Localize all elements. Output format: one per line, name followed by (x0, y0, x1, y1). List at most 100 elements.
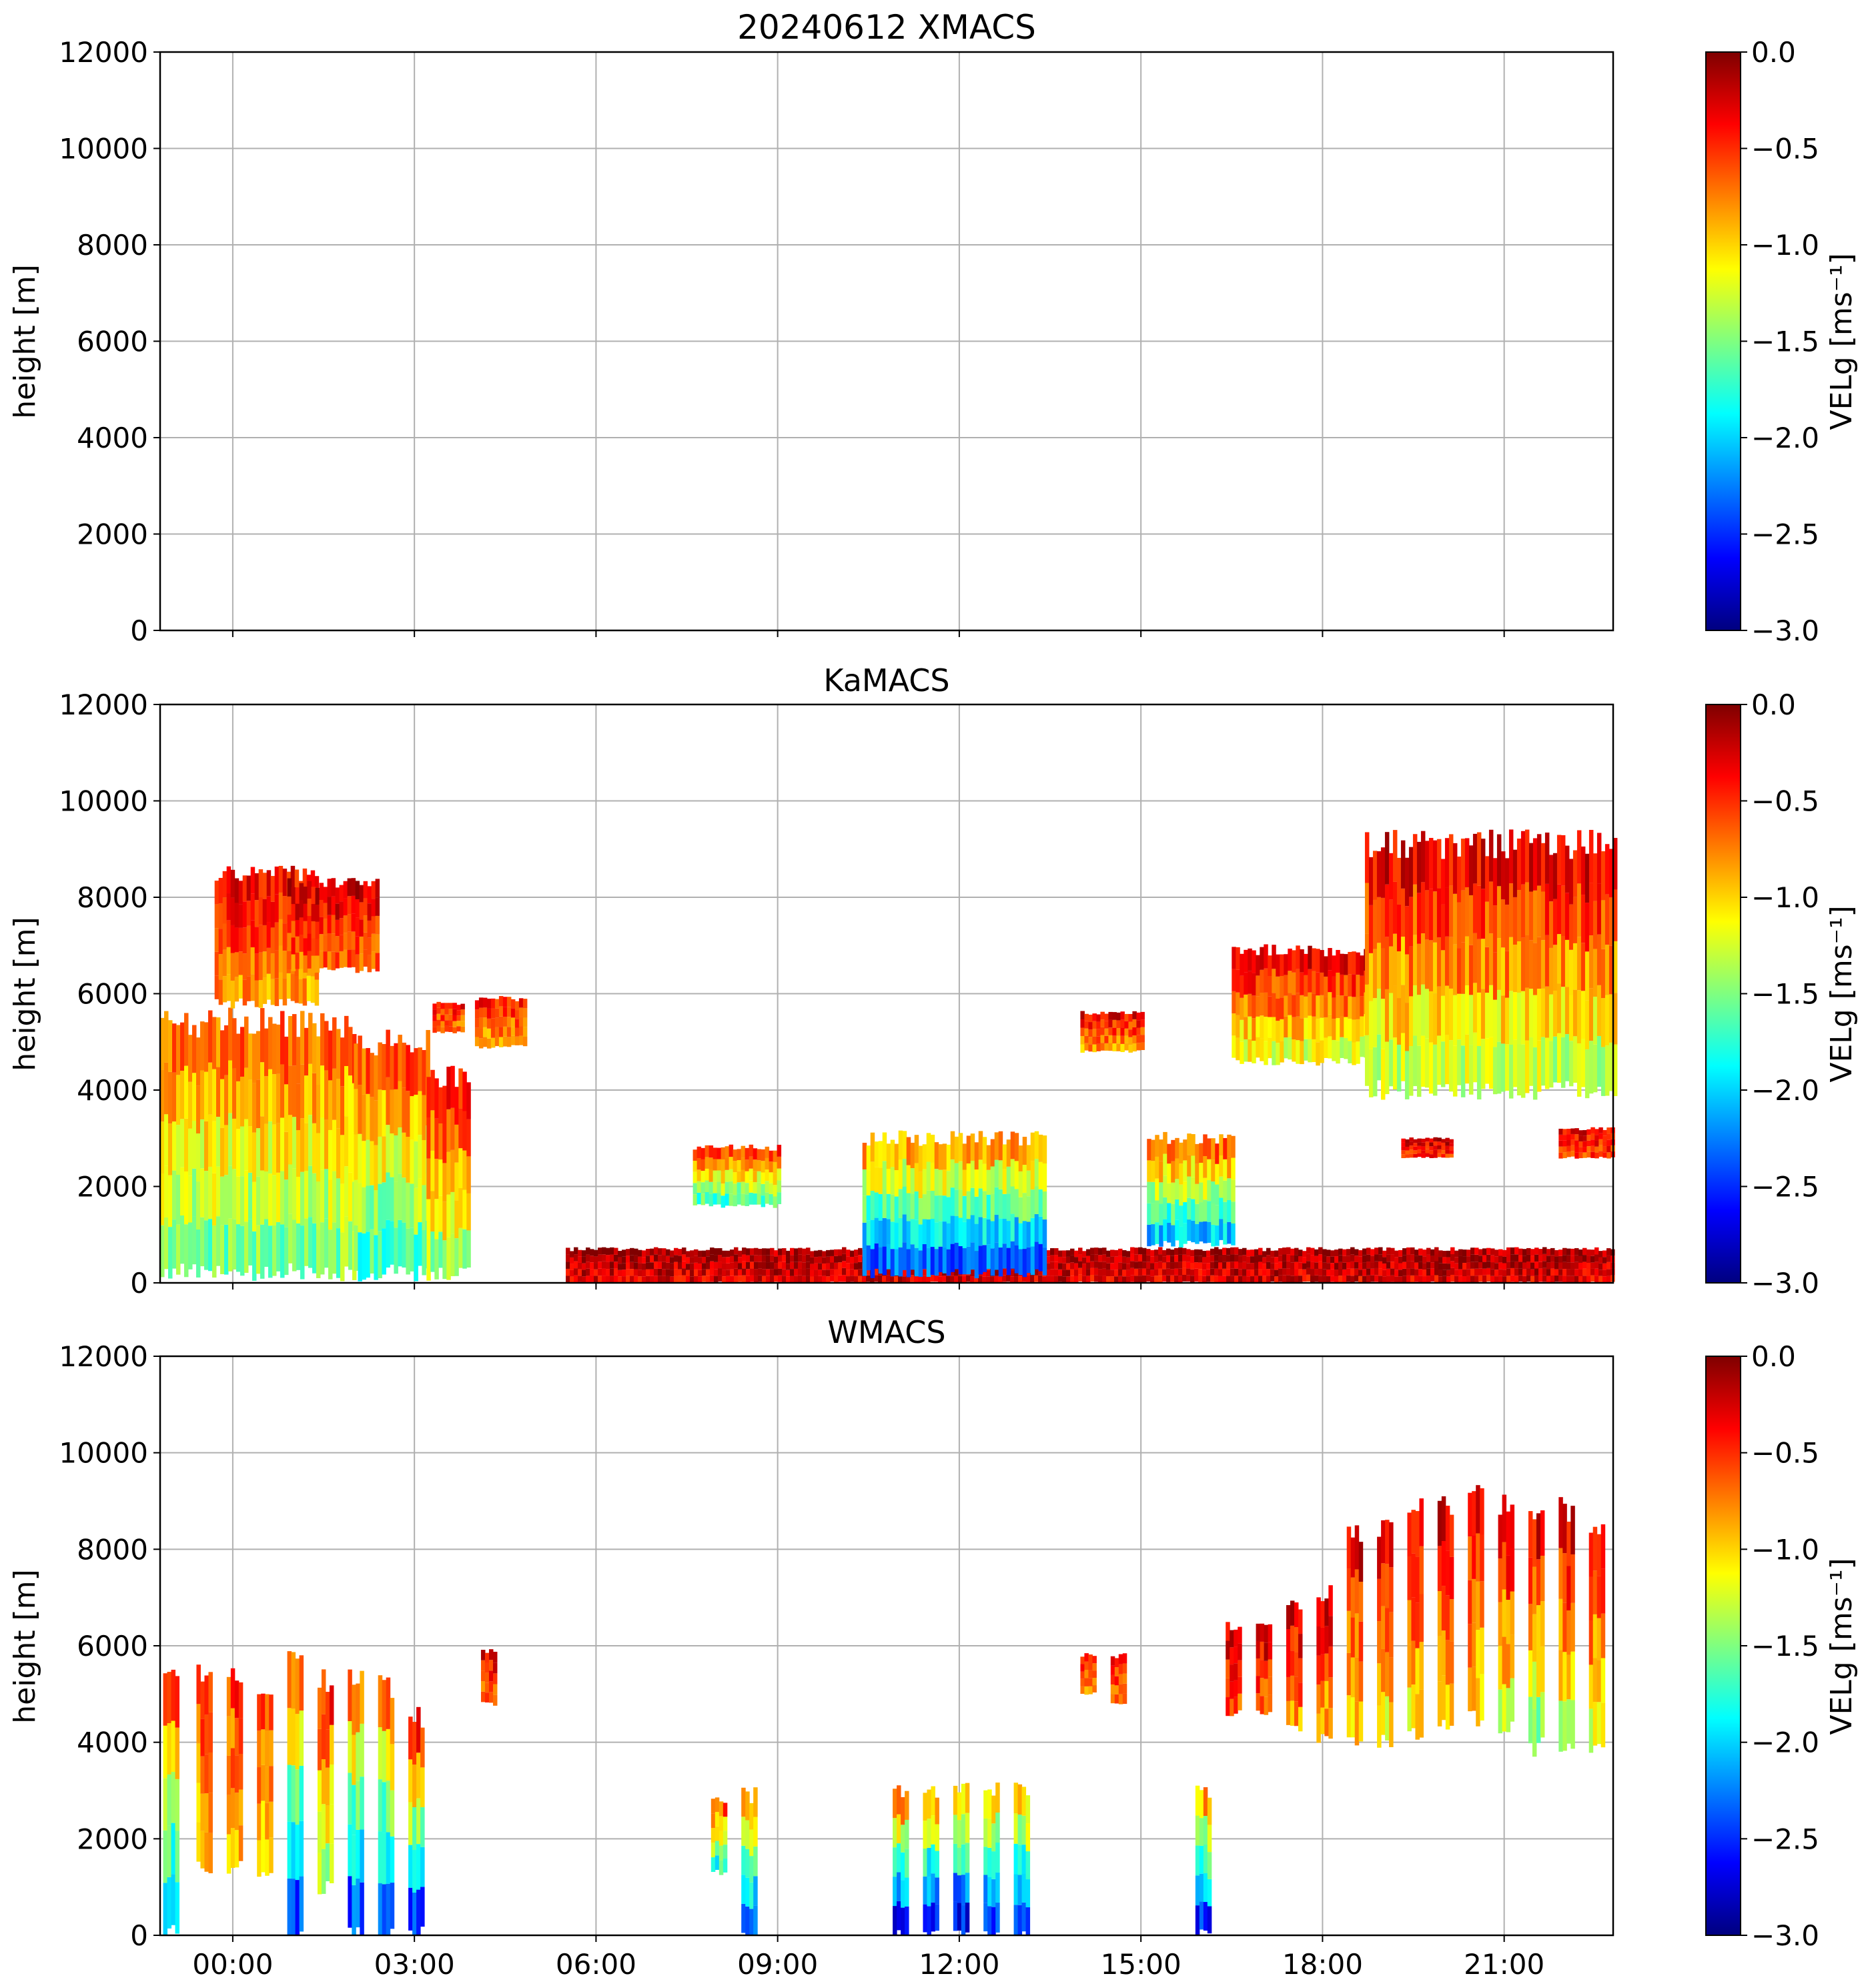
echo-cell (339, 918, 344, 935)
echo-cell (378, 1231, 382, 1279)
echo-cell (1456, 948, 1462, 994)
echo-cell (1438, 1257, 1443, 1264)
echo-cell (1389, 1522, 1394, 1568)
echo-cell (1316, 1626, 1321, 1656)
echo-cell (914, 1219, 919, 1248)
echo-cell (264, 1028, 269, 1077)
echo-cell (304, 1123, 309, 1171)
echo-cell (1433, 1145, 1438, 1150)
echo-cell (402, 1177, 406, 1223)
echo-cell (284, 1036, 289, 1085)
echo-cell (1199, 1221, 1204, 1242)
echo-cell (1294, 1255, 1299, 1262)
echo-cell (1554, 1262, 1559, 1270)
echo-cell (1600, 1568, 1606, 1614)
echo-cell (741, 1817, 746, 1846)
echo-cell (1382, 1257, 1387, 1264)
echo-cell (354, 1089, 358, 1135)
echo-cell (1130, 1261, 1135, 1268)
echo-cell (444, 1025, 449, 1032)
echo-cell (188, 1222, 193, 1270)
echo-cell (1360, 1036, 1364, 1057)
echo-cell (482, 1007, 488, 1018)
echo-cell (942, 1195, 947, 1222)
echo-cell (1266, 1248, 1271, 1256)
echo-cell (954, 1276, 959, 1283)
echo-cell (347, 931, 352, 950)
echo-cell (422, 1229, 426, 1276)
echo-cell (378, 1089, 382, 1137)
echo-cell (274, 978, 280, 1007)
echo-cell (1320, 1627, 1325, 1654)
echo-cell (402, 1087, 406, 1133)
echo-cell (230, 981, 236, 1009)
echo-cell (1385, 1608, 1390, 1652)
echo-cell (1346, 1256, 1351, 1262)
echo-cell (758, 1275, 763, 1282)
echo-cell (1536, 1513, 1541, 1560)
echo-cell (574, 1268, 578, 1276)
echo-cell (1566, 1145, 1571, 1151)
echo-cell (1400, 937, 1406, 985)
echo-cell (1598, 1257, 1603, 1264)
echo-cell (406, 1091, 410, 1137)
echo-cell (510, 1027, 516, 1036)
echo-cell (378, 1675, 383, 1728)
echo-cell (1562, 1652, 1567, 1702)
echo-cell (340, 1232, 345, 1282)
echo-cell (1038, 1189, 1043, 1217)
echo-cell (934, 1249, 939, 1276)
echo-region (711, 1797, 728, 1875)
echo-cell (1468, 1624, 1472, 1668)
echo-cell (753, 1181, 758, 1193)
echo-cell (1159, 1203, 1163, 1225)
echo-cell (1486, 1261, 1491, 1268)
echo-cell (658, 1255, 662, 1262)
echo-cell (566, 1262, 570, 1269)
echo-cell (1234, 1680, 1238, 1697)
echo-cell (1592, 1658, 1598, 1702)
echo-cell (918, 1250, 923, 1277)
echo-cell (1540, 1646, 1545, 1692)
echo-cell (1524, 935, 1530, 988)
echo-cell (171, 1720, 176, 1773)
panel-title: 20240612 XMACS (737, 8, 1036, 47)
echo-region (378, 1675, 395, 1935)
echo-cell (268, 1017, 273, 1069)
echo-cell (978, 1131, 983, 1160)
echo-cell (1416, 1045, 1422, 1097)
echo-cell (1421, 1142, 1426, 1147)
echo-cell (1280, 975, 1284, 998)
echo-cell (1502, 1494, 1507, 1542)
echo-cell (315, 905, 320, 922)
echo-cell (626, 1256, 630, 1263)
echo-cell (766, 1255, 771, 1263)
echo-cell (1441, 1142, 1446, 1147)
echo-cell (741, 1875, 746, 1904)
echo-cell (794, 1248, 799, 1256)
echo-cell (1030, 1276, 1035, 1283)
echo-cell (1438, 1250, 1443, 1258)
echo-cell (710, 1261, 715, 1268)
echo-cell (906, 1165, 911, 1193)
echo-cell (1256, 975, 1260, 997)
echo-cell (1350, 1657, 1356, 1698)
echo-cell (246, 951, 252, 977)
echo-cell (931, 1786, 935, 1816)
echo-cell (642, 1270, 646, 1277)
echo-cell (1266, 1269, 1271, 1276)
echo-cell (729, 1169, 734, 1181)
echo-cell (442, 1240, 447, 1280)
echo-cell (737, 1149, 742, 1160)
echo-cell (586, 1262, 590, 1269)
echo-cell (1470, 1276, 1475, 1283)
echo-cell (846, 1256, 851, 1264)
echo-cell (733, 1195, 738, 1207)
echo-cell (1163, 1131, 1167, 1154)
echo-cell (1104, 1013, 1109, 1021)
echo-cell (757, 1160, 762, 1171)
echo-cell (430, 1150, 435, 1191)
echo-cell (238, 951, 244, 975)
echo-cell (1326, 1270, 1331, 1276)
echo-cell (204, 1022, 209, 1072)
